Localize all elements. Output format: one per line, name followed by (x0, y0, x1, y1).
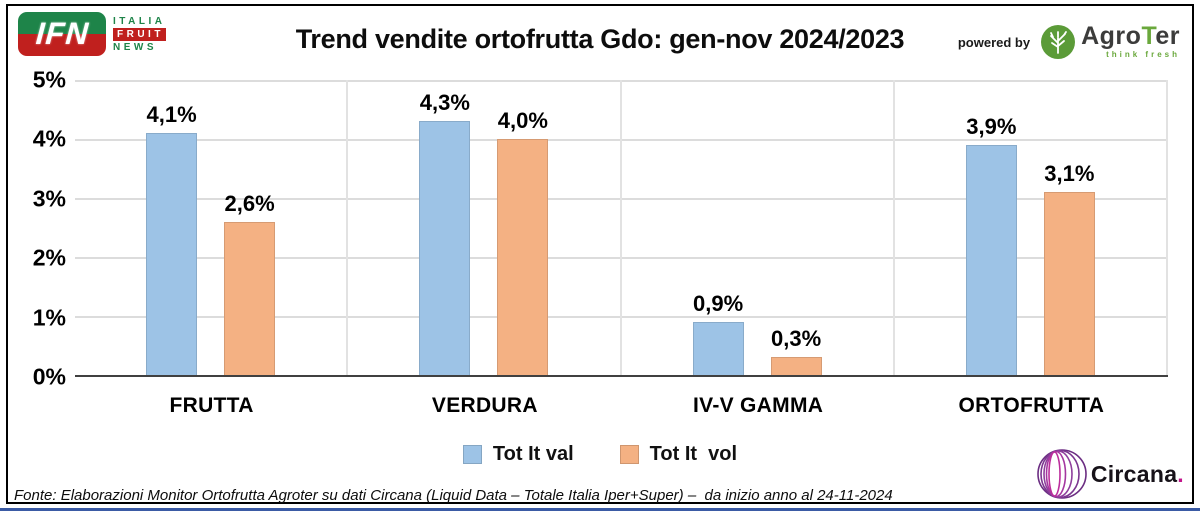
y-tick-label: 0% (32, 363, 66, 390)
bar (419, 121, 471, 375)
source-note: Fonte: Elaborazioni Monitor Ortofrutta A… (14, 487, 893, 504)
category-panel: 4,3% 4,0% (348, 80, 622, 375)
category-label: VERDURA (431, 394, 538, 417)
agroter-block: powered by AgroTer think fresh (958, 24, 1180, 60)
legend-item: Tot It val (462, 443, 574, 466)
bar-value-label: 4,0% (497, 108, 548, 133)
agroter-logo: AgroTer think fresh (1040, 24, 1180, 60)
y-tick-label: 3% (32, 185, 66, 212)
legend-swatch (619, 445, 639, 464)
category-panel: 4,1% 2,6% (75, 80, 349, 375)
bottom-blue-bar (0, 508, 1200, 511)
bar-value-label: 3,1% (1044, 161, 1095, 187)
bar-value-label: 4,3% (419, 90, 470, 116)
agroter-tree-icon (1041, 25, 1076, 59)
bar-wrap: 4,0% (497, 80, 549, 375)
ifn-logo-icon: IFN (18, 12, 106, 56)
category-label: IV-V GAMMA (693, 394, 824, 417)
bar (497, 139, 549, 375)
bar-value-label: 0,3% (771, 326, 822, 352)
y-axis: 5% 4% 3% 2% 1% 0% (10, 67, 66, 390)
legend-swatch (462, 445, 482, 464)
ifn-word-news: NEWS (113, 41, 157, 53)
legend-label: Tot It val (492, 443, 574, 465)
legend-item: Tot It vol (619, 443, 738, 466)
chart-title: Trend vendite ortofrutta Gdo: gen-nov 20… (295, 24, 905, 54)
bar-wrap: 2,6% (224, 80, 276, 375)
circana-wordmark: Circana. (1090, 460, 1184, 487)
bar-wrap: 4,3% (419, 80, 471, 375)
ifn-acronym: IFN (34, 16, 90, 51)
bar-value-label: 4,1% (146, 102, 197, 128)
bar (770, 357, 822, 375)
bar-wrap: 0,3% (770, 80, 822, 375)
y-tick-label: 5% (32, 66, 66, 93)
bar (224, 221, 276, 375)
category-panel: 3,9% 3,1% (895, 80, 1168, 375)
bar (1043, 192, 1095, 375)
category-label: ORTOFRUTTA (958, 394, 1105, 417)
bar-wrap: 4,1% (146, 80, 198, 375)
bar-value-label: 2,6% (224, 190, 275, 216)
outer-border (6, 4, 1194, 504)
bar (965, 144, 1017, 375)
circana-coil-icon (1037, 449, 1087, 499)
bar-wrap: 0,9% (692, 80, 744, 375)
ifn-logo: IFN ITALIA FRUIT NEWS (18, 12, 166, 56)
y-tick-label: 2% (32, 244, 66, 271)
agroter-tagline: think fresh (1106, 50, 1180, 59)
category-label: FRUTTA (169, 394, 254, 417)
agroter-wordmark: AgroTer think fresh (1081, 22, 1180, 60)
powered-by-label: powered by (957, 34, 1031, 50)
bar-wrap: 3,1% (1043, 80, 1095, 375)
category-panel: 0,9% 0,3% (622, 80, 895, 375)
bar (692, 321, 744, 375)
y-tick-label: 4% (32, 125, 66, 152)
ifn-word-italia: ITALIA (113, 15, 166, 27)
ifn-wordmark: ITALIA FRUIT NEWS (113, 16, 166, 53)
plot-area: 4,1% 2,6% 4,3% 4,0% 0,9% 0,3% 3,9% 3,1% (75, 80, 1168, 377)
ifn-word-fruit: FRUIT (113, 27, 166, 41)
legend-label: Tot It vol (649, 443, 738, 465)
bar-value-label: 0,9% (693, 290, 744, 316)
x-axis-category-row: FRUTTA VERDURA IV-V GAMMA ORTOFRUTTA (75, 394, 1168, 418)
agroter-name: AgroTer (1081, 22, 1180, 50)
bar (146, 133, 198, 375)
circana-logo: Circana. (1035, 447, 1184, 501)
bar-wrap: 3,9% (965, 80, 1017, 375)
y-tick-label: 1% (32, 304, 66, 331)
legend: Tot It val Tot It vol (0, 443, 1200, 466)
bar-value-label: 3,9% (966, 113, 1017, 139)
